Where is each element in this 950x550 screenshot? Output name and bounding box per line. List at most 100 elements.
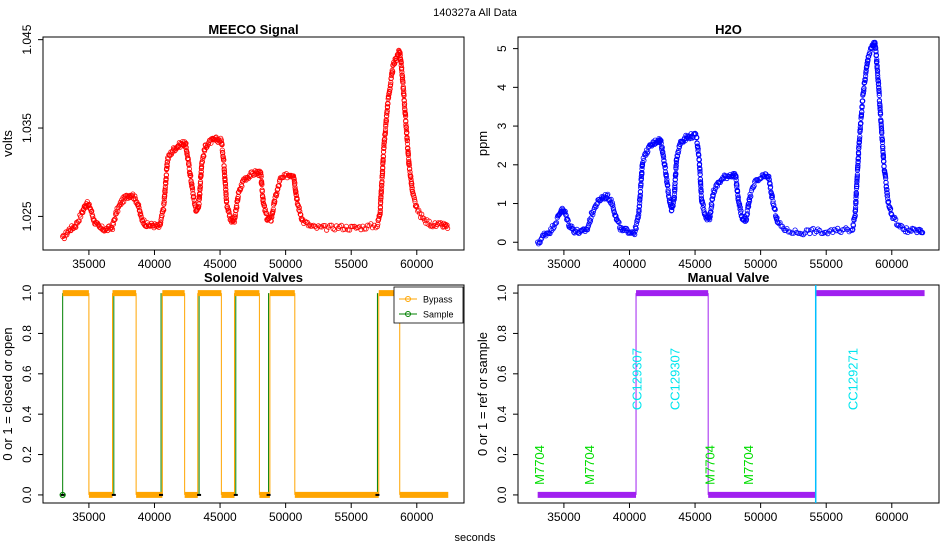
data-point [708, 204, 715, 210]
data-point [862, 79, 868, 86]
data-point [884, 190, 890, 196]
data-point [197, 179, 204, 185]
data-point [223, 184, 229, 190]
data-point [553, 220, 559, 226]
data-point [259, 181, 265, 188]
data-point [825, 231, 831, 237]
data-point [664, 177, 670, 183]
data-point [411, 197, 418, 203]
x-tick-label: 45000 [678, 257, 712, 271]
data-point [877, 111, 884, 117]
data-point [319, 224, 325, 230]
data-point [293, 189, 299, 195]
annotation-label: CC129271 [846, 348, 861, 410]
data-point [632, 231, 638, 238]
data-point [186, 162, 192, 168]
y-tick-label: 1.045 [20, 24, 34, 54]
y-tick-label: 0 [495, 239, 509, 246]
data-point [665, 187, 671, 193]
data-point [379, 182, 385, 188]
data-point [162, 186, 168, 192]
data-point [397, 50, 403, 56]
data-point [880, 152, 887, 158]
data-point [291, 176, 297, 182]
data-point [879, 128, 885, 134]
data-point [605, 191, 611, 197]
data-point [857, 126, 864, 132]
data-point [639, 162, 646, 168]
y-axis-label: 0 or 1 = closed or open [0, 327, 15, 460]
data-point [609, 200, 616, 206]
data-point [398, 67, 405, 73]
data-point [390, 69, 396, 75]
legend-marker [405, 296, 411, 302]
data-point [857, 124, 863, 130]
data-point [156, 224, 162, 230]
data-point [876, 90, 882, 96]
x-tick-label: 50000 [744, 257, 778, 271]
data-point [850, 226, 856, 233]
data-point [593, 204, 599, 210]
data-point [553, 220, 560, 226]
data-point [850, 223, 857, 229]
data-point [186, 160, 192, 166]
y-tick-label: 1.0 [495, 284, 509, 301]
data-point [616, 219, 622, 225]
y-tick-label: 0.8 [20, 325, 34, 342]
data-point [861, 85, 867, 91]
data-point [875, 75, 881, 81]
data-point [662, 161, 668, 167]
data-point [338, 222, 344, 228]
data-point [698, 193, 704, 199]
data-point [350, 223, 356, 230]
data-point [785, 229, 792, 235]
x-tick-label: 50000 [744, 510, 778, 524]
data-point [639, 169, 645, 176]
data-point [400, 78, 406, 84]
data-point [219, 142, 225, 148]
data-point [810, 225, 816, 232]
x-tick-label: 60000 [875, 510, 909, 524]
annotation-label: M7704 [532, 445, 547, 485]
figure-title: 140327a All Data [433, 7, 518, 19]
data-point [378, 199, 384, 205]
legend: Bypass Sample [393, 286, 464, 324]
data-point [404, 137, 410, 143]
data-point [235, 198, 241, 204]
x-tick-label: 45000 [678, 510, 712, 524]
data-point [197, 180, 203, 187]
data-point [706, 215, 713, 221]
data-point [802, 230, 808, 236]
data-point [406, 158, 412, 165]
data-point [672, 183, 678, 189]
data-point [672, 188, 678, 194]
data-point [184, 150, 190, 156]
data-point [771, 202, 777, 208]
data-point [636, 212, 642, 218]
data-point [387, 82, 394, 88]
data-point [198, 172, 204, 179]
data-point [191, 194, 197, 200]
data-point [709, 202, 715, 208]
data-point [401, 103, 408, 109]
data-point [400, 86, 406, 92]
data-point [864, 61, 870, 67]
data-point [665, 190, 672, 196]
data-point [852, 206, 859, 212]
data-point [444, 225, 451, 231]
data-point [866, 53, 872, 60]
y-tick-label: 0.4 [20, 406, 34, 423]
legend-frame [393, 286, 464, 324]
data-point [610, 202, 616, 208]
data-point [873, 49, 879, 55]
data-point [163, 172, 169, 178]
data-point [658, 144, 665, 150]
data-point [136, 202, 142, 208]
data-point [380, 154, 386, 160]
data-point [222, 173, 228, 179]
y-tick-label: 0.8 [495, 325, 509, 342]
data-point [374, 223, 380, 230]
data-point [378, 188, 384, 194]
data-point [221, 167, 227, 173]
data-point [199, 159, 205, 165]
